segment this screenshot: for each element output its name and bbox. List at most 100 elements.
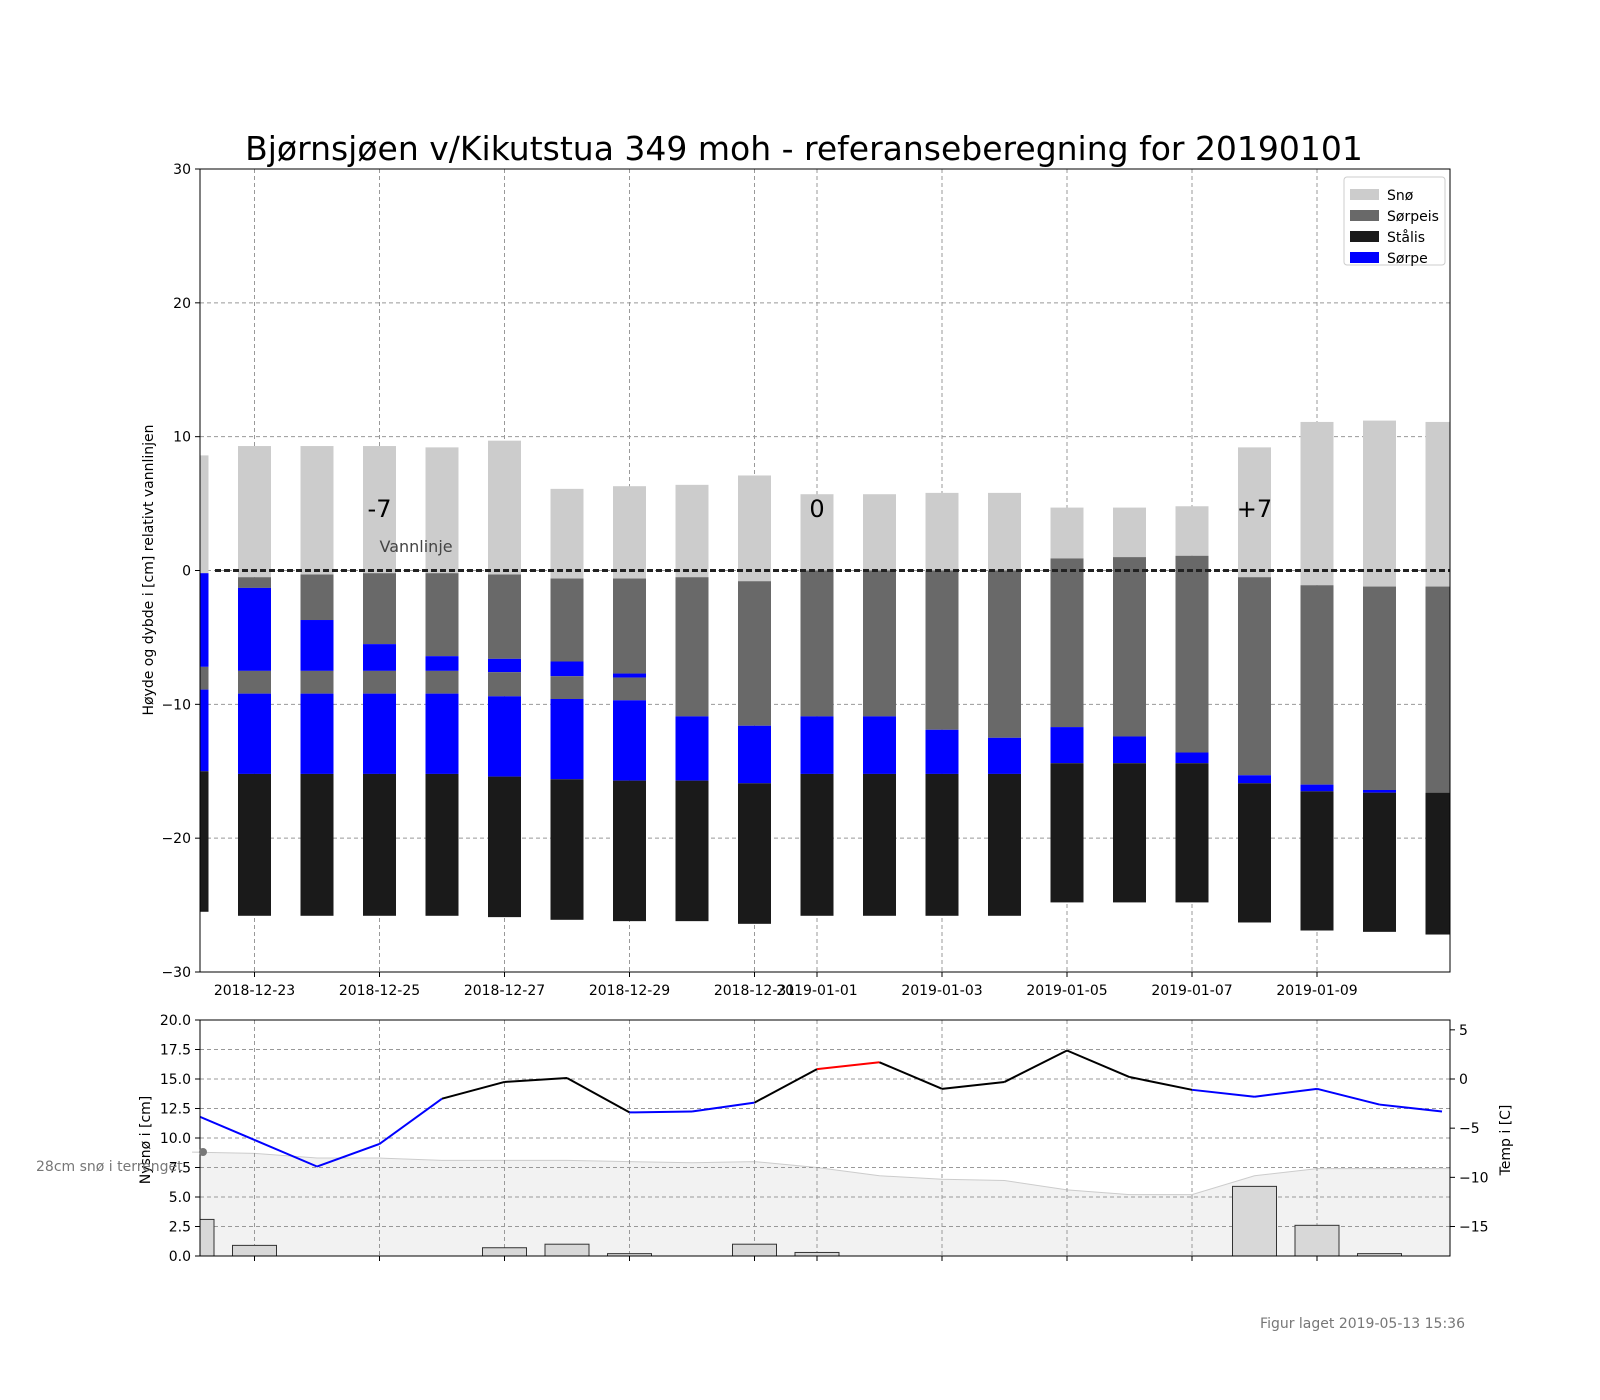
temperature-segment [254,1139,318,1168]
bar-segment-sno [1050,507,1084,559]
y-tick-label: 17.5 [160,1043,191,1059]
bar-segment-staalis [1300,791,1334,931]
x-tick-label: 2018-12-25 [339,983,420,999]
bar-segment-sorpe [613,700,646,781]
bar-segment-sorpe [550,661,584,677]
bar-segment-staalis [200,771,209,912]
temperature-segment [941,1080,1005,1090]
y-tick-label: 30 [173,162,191,178]
y-tick-label: −5 [1459,1121,1480,1137]
bar-segment-sorpeis [238,577,271,588]
bar-segment-staalis [613,780,646,922]
bar-segment-sorpe [488,658,521,673]
bar-segment-sorpeis [925,570,959,730]
bar-segment-staalis [988,773,1021,916]
bar-segment-sno [675,484,709,578]
temperature-segment [1004,1049,1068,1083]
bar-segment-sorpe [488,696,521,777]
bar-segment-staalis [363,773,396,916]
temperature-segment [1379,1103,1443,1113]
bar-segment-sorpeis [1238,577,1271,776]
y-tick-label: 20.0 [160,1013,191,1029]
bar-segment-sorpeis [300,670,334,694]
temperature-segment [1191,1088,1255,1098]
water-line-label: Vannlinje [380,537,453,556]
bar-segment-sorpe [1175,752,1209,764]
bar-segment-sorpe [1238,775,1271,784]
bar-segment-sorpeis [1050,558,1084,728]
bar-segment-sorpe [1300,784,1334,792]
temperature-segment [1129,1076,1193,1091]
chart-title: Bjørnsjøen v/Kikutstua 349 moh - referan… [245,129,1363,168]
new-snow-bar [1357,1253,1402,1256]
bar-segment-sorpeis [363,670,396,694]
bar-segment-sorpe [738,725,771,784]
y-tick-label: 10 [173,430,191,446]
bar-segment-sno [550,488,584,579]
legend-swatch [1350,231,1379,242]
bar-segment-sorpe [200,689,209,772]
bar-segment-sorpeis [550,578,584,662]
bar-segment-sorpeis [488,574,521,659]
bar-segment-staalis [925,773,959,916]
y-tick-label: −30 [161,965,191,981]
bar-segment-sorpe [1050,727,1084,764]
bar-segment-sorpe [863,716,896,774]
bar-segment-sno [488,440,521,575]
legend-label: Stålis [1387,229,1425,246]
sub-ylabel-left: Nysnø i [cm] [138,1096,154,1185]
bar-segment-sorpeis [425,670,459,694]
bar-segment-sno [613,486,646,579]
bar-segment-sorpeis [863,570,896,717]
bar-segment-sorpe [800,716,834,774]
offset-annotation: +7 [1237,495,1272,523]
new-snow-bar [544,1243,590,1256]
legend-label: Sørpeis [1387,209,1439,225]
y-tick-label: 0 [1459,1072,1468,1088]
x-tick-label: 2019-01-03 [901,983,982,999]
bar-segment-sorpe [988,737,1021,774]
bar-segment-sorpeis [800,570,834,717]
bar-segment-sorpe [1113,736,1146,764]
new-snow-bar [794,1251,840,1256]
legend-swatch [1350,189,1379,200]
temperature-segment [754,1068,818,1104]
bar-segment-sorpe [238,587,271,671]
bar-segment-sorpeis [363,573,396,645]
bar-segment-staalis [800,773,834,916]
y-tick-label: 7.5 [169,1161,191,1177]
bar-segment-sorpe [425,693,459,774]
bar-segment-staalis [550,779,584,920]
bar-segment-sno [988,492,1021,571]
bar-segment-sorpe [1363,789,1396,793]
bar-segment-sorpe [550,698,584,780]
x-tick-label: 2019-01-05 [1026,983,1107,999]
y-tick-label: 0 [182,564,191,580]
sub-ylabel-right: Temp i [C] [1498,1105,1514,1177]
bar-segment-sorpeis [1300,585,1334,785]
bar-segment-sno [425,447,459,574]
y-tick-label: 15.0 [160,1072,191,1088]
bar-segment-sno [1425,421,1450,587]
offset-annotation: 0 [809,495,824,523]
temperature-segment [1066,1049,1130,1078]
bar-segment-sorpeis [1113,557,1146,737]
temperature-segment [566,1077,630,1114]
bar-segment-sno [200,455,209,574]
x-tick-label: 2019-01-07 [1151,983,1232,999]
bar-segment-sno [738,475,771,582]
bar-segment-staalis [425,773,459,916]
bar-segment-sorpe [238,693,271,774]
bar-segment-sorpe [300,693,334,774]
temperature-segment [378,1097,443,1145]
bar-segment-staalis [238,773,271,916]
bar-segment-sorpeis [425,573,459,657]
terrain-snow-label: 28cm snø i terrenget [36,1159,183,1175]
temperature-segment [816,1061,880,1071]
main-ylabel: Høyde og dybde i [cm] relativt vannlinje… [141,424,157,715]
bar-segment-sorpeis [988,570,1021,738]
terrain-snow-area [191,1151,1451,1257]
y-tick-label: −10 [161,697,191,713]
x-tick-label: 2018-12-23 [214,983,295,999]
